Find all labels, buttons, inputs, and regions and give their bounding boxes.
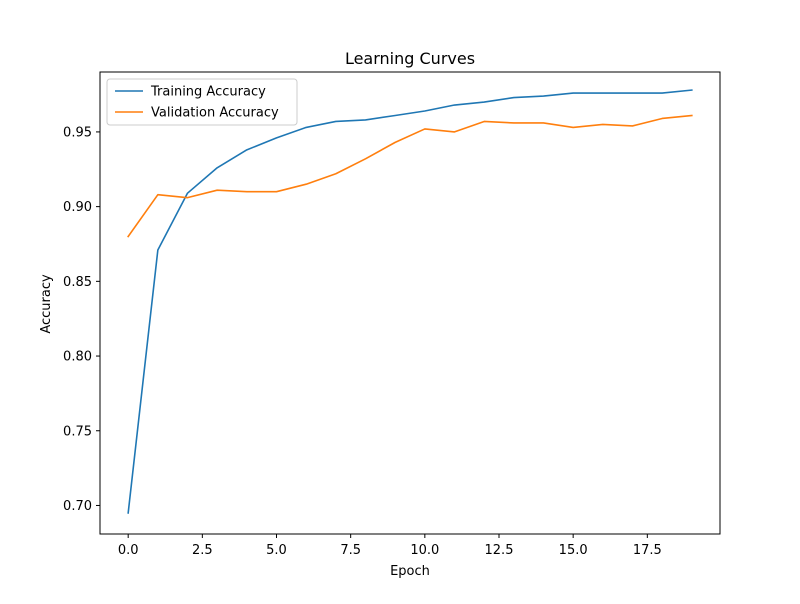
legend-label: Validation Accuracy [151, 106, 279, 121]
x-tick-label: 5.0 [266, 543, 287, 558]
legend-box [106, 78, 298, 126]
y-tick-label: 0.80 [63, 350, 92, 365]
legend: Training Accuracy Validation Accuracy [106, 78, 298, 126]
plot-area: 0.0 2.5 5.0 7.5 10.0 12.5 15.0 17.5 0.70 0.75 0.80… [63, 71, 721, 558]
x-tick-label: 15.0 [559, 543, 588, 558]
y-axis-label: Accuracy [39, 274, 54, 334]
series-line-training-accuracy [127, 89, 693, 514]
y-tick-label: 0.85 [63, 275, 92, 290]
plot-frame [99, 71, 721, 535]
y-tick-label: 0.75 [63, 424, 92, 439]
series-line-validation-accuracy [127, 114, 693, 238]
y-tick-label: 0.70 [63, 499, 92, 514]
x-tick-label: 10.0 [410, 543, 439, 558]
x-tick-label: 0.0 [118, 543, 139, 558]
x-tick-label: 7.5 [340, 543, 361, 558]
chart-title: Learning Curves [345, 49, 475, 68]
x-tick-label: 17.5 [633, 543, 662, 558]
x-tick-label: 12.5 [485, 543, 514, 558]
y-tick-label: 0.90 [63, 200, 92, 215]
y-tick-label: 0.95 [63, 125, 92, 140]
legend-label: Training Accuracy [150, 85, 266, 100]
x-tick-label: 2.5 [192, 543, 213, 558]
x-axis-label: Epoch [390, 564, 430, 579]
